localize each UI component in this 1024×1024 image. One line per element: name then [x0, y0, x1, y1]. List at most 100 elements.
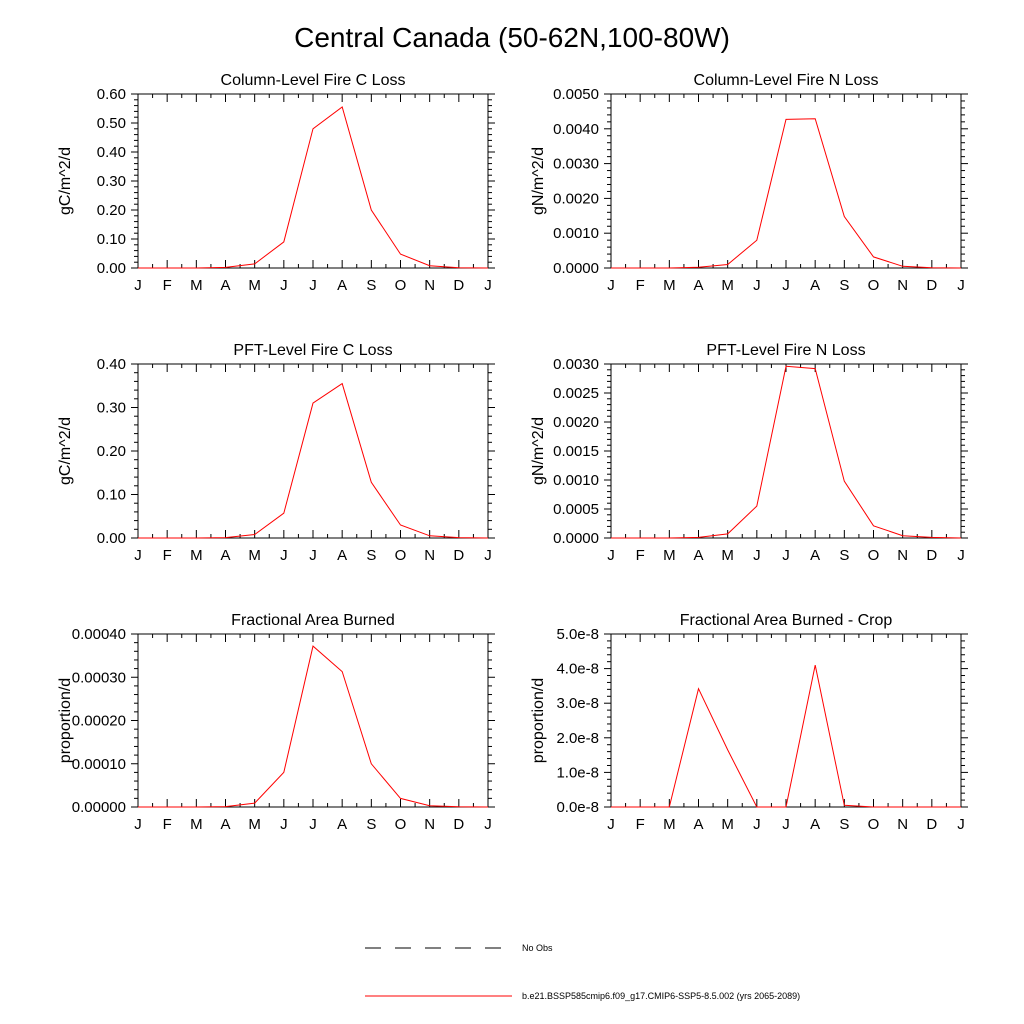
y-tick-label: 0.0030	[553, 356, 599, 373]
y-tick-label: 0.0005	[553, 501, 599, 518]
x-tick-label: F	[636, 277, 645, 294]
x-tick-label: D	[453, 816, 464, 833]
x-tick-label: D	[926, 277, 937, 294]
x-tick-label: A	[337, 277, 347, 294]
x-tick-label: J	[484, 277, 492, 294]
x-tick-label: O	[395, 547, 407, 564]
y-tick-label: 0.00040	[72, 626, 126, 643]
x-tick-label: D	[453, 547, 464, 564]
x-tick-label: J	[753, 816, 761, 833]
x-tick-label: J	[607, 277, 615, 294]
panel-title: Fractional Area Burned - Crop	[680, 612, 893, 629]
y-tick-label: 0.0025	[553, 385, 599, 402]
y-tick-label: 0.50	[97, 115, 126, 132]
y-tick-label: 0.00010	[72, 756, 126, 773]
panel-title: Fractional Area Burned	[231, 612, 395, 629]
y-tick-label: 0.60	[97, 86, 126, 103]
x-tick-label: J	[280, 277, 288, 294]
x-tick-label: O	[395, 277, 407, 294]
x-tick-label: J	[753, 277, 761, 294]
series-line-1	[611, 664, 961, 808]
y-axis-label: gC/m^2/d	[57, 417, 74, 485]
y-tick-label: 0.30	[97, 400, 126, 417]
x-tick-label: J	[607, 816, 615, 833]
y-tick-label: 0.0030	[553, 156, 599, 173]
x-tick-label: M	[663, 547, 676, 564]
y-axis-label: proportion/d	[530, 678, 547, 763]
y-tick-label: 0.0020	[553, 190, 599, 207]
y-tick-label: 0.40	[97, 144, 126, 161]
x-tick-label: N	[424, 547, 435, 564]
y-tick-label: 0.00030	[72, 669, 126, 686]
y-tick-label: 0.0000	[553, 530, 599, 547]
y-tick-label: 0.0040	[553, 121, 599, 138]
x-tick-label: F	[163, 547, 172, 564]
x-tick-label: F	[636, 547, 645, 564]
x-tick-label: D	[926, 547, 937, 564]
x-tick-label: J	[484, 547, 492, 564]
x-tick-label: J	[309, 816, 317, 833]
series-line-1	[611, 118, 962, 269]
y-tick-label: 0.0010	[553, 225, 599, 242]
x-tick-label: S	[839, 277, 849, 294]
x-tick-label: D	[453, 277, 464, 294]
x-tick-label: S	[366, 816, 376, 833]
x-tick-label: J	[957, 277, 965, 294]
figure-title: Central Canada (50-62N,100-80W)	[294, 22, 730, 53]
x-tick-label: J	[309, 277, 317, 294]
x-tick-label: S	[366, 547, 376, 564]
x-tick-label: A	[693, 277, 703, 294]
x-tick-label: S	[366, 277, 376, 294]
y-axis-label: gN/m^2/d	[530, 147, 547, 215]
x-tick-label: M	[190, 816, 203, 833]
y-tick-label: 0.10	[97, 487, 126, 504]
x-tick-label: M	[663, 816, 676, 833]
x-tick-label: J	[309, 547, 317, 564]
x-tick-label: A	[220, 547, 230, 564]
x-tick-label: N	[897, 816, 908, 833]
x-tick-label: M	[248, 277, 261, 294]
y-axis-label: proportion/d	[57, 678, 74, 763]
x-tick-label: J	[782, 816, 790, 833]
series-line-1	[611, 365, 962, 539]
y-tick-label: 0.0050	[553, 86, 599, 103]
y-tick-label: 0.0015	[553, 443, 599, 460]
x-tick-label: A	[693, 816, 703, 833]
x-tick-label: M	[721, 277, 734, 294]
x-tick-label: M	[190, 547, 203, 564]
x-tick-label: J	[607, 547, 615, 564]
x-tick-label: M	[248, 547, 261, 564]
y-tick-label: 0.0010	[553, 472, 599, 489]
x-tick-label: J	[280, 547, 288, 564]
x-tick-label: A	[337, 816, 347, 833]
x-tick-label: M	[721, 547, 734, 564]
x-tick-label: M	[663, 277, 676, 294]
x-tick-label: O	[395, 816, 407, 833]
plot-frame	[137, 633, 489, 808]
x-tick-label: S	[839, 816, 849, 833]
x-tick-label: O	[868, 277, 880, 294]
panel-title: PFT-Level Fire C Loss	[233, 342, 392, 359]
plot-frame	[137, 363, 489, 539]
x-tick-label: D	[926, 816, 937, 833]
y-tick-label: 0.00020	[72, 713, 126, 730]
y-axis-label: gN/m^2/d	[530, 417, 547, 485]
x-tick-label: N	[424, 816, 435, 833]
x-tick-label: S	[839, 547, 849, 564]
x-tick-label: F	[163, 816, 172, 833]
x-tick-label: A	[220, 816, 230, 833]
series-line-1	[138, 382, 489, 539]
plot-frame	[610, 633, 962, 808]
y-tick-label: 1.0e-8	[556, 764, 599, 781]
y-tick-label: 0.0020	[553, 414, 599, 431]
y-tick-label: 3.0e-8	[556, 695, 599, 712]
x-tick-label: M	[190, 277, 203, 294]
x-tick-label: A	[810, 547, 820, 564]
series-line-1	[138, 106, 489, 269]
x-tick-label: J	[957, 547, 965, 564]
